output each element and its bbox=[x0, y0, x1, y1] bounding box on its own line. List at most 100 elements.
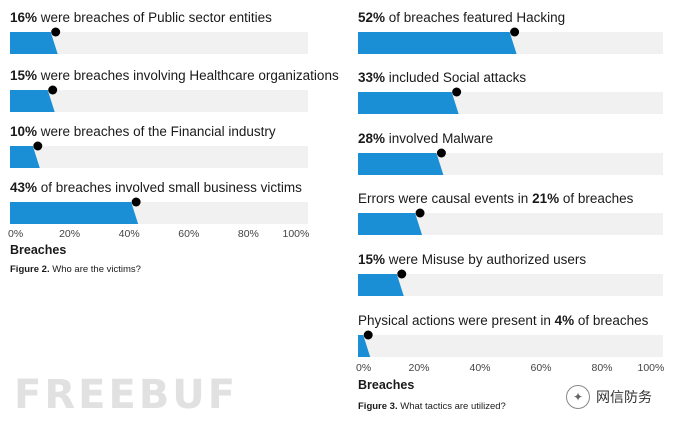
bar bbox=[10, 32, 58, 54]
bar-end-marker bbox=[33, 141, 43, 151]
bar-end-marker bbox=[397, 269, 407, 279]
bar-label-value: 15% bbox=[10, 68, 38, 83]
bar bbox=[358, 213, 423, 235]
bar-label: 16% were breaches of Public sector entit… bbox=[10, 10, 272, 26]
x-tick-label: 0% bbox=[8, 228, 24, 240]
figure-title: Who are the victims? bbox=[52, 264, 141, 275]
bar-track bbox=[10, 32, 308, 54]
x-tick-label: 40% bbox=[469, 362, 491, 374]
bar-row: 43% of breaches involved small business … bbox=[10, 180, 308, 226]
bar-label: 15% were breaches involving Healthcare o… bbox=[10, 68, 339, 84]
x-tick-label: 0% bbox=[356, 362, 372, 374]
bar-label-value: 43% bbox=[10, 180, 38, 195]
bar-label-text: were breaches involving Healthcare organ… bbox=[37, 68, 339, 83]
figure-title: What tactics are utilized? bbox=[400, 401, 506, 412]
bar-mark-svg bbox=[358, 27, 520, 54]
figure-label: Figure 2. bbox=[10, 264, 50, 275]
bar-label-text: were breaches of the Financial industry bbox=[37, 124, 276, 139]
figure-label: Figure 3. bbox=[358, 401, 398, 412]
bar bbox=[10, 90, 55, 112]
bar-row: 33% included Social attacks bbox=[358, 70, 663, 116]
bar-row: Errors were causal events in 21% of brea… bbox=[358, 191, 663, 237]
x-tick-label: 80% bbox=[591, 362, 613, 374]
bar-track bbox=[10, 146, 308, 168]
bar-label-text: of breaches bbox=[574, 313, 649, 328]
x-tick-label: 60% bbox=[178, 228, 200, 240]
bar-label-value: 4% bbox=[554, 313, 575, 328]
bar-label-prefix: Physical actions were present in bbox=[358, 313, 555, 328]
bar-label: 10% were breaches of the Financial indus… bbox=[10, 124, 276, 140]
bar-row: 15% were breaches involving Healthcare o… bbox=[10, 68, 339, 114]
bar-mark-svg bbox=[358, 330, 373, 357]
bar bbox=[358, 153, 444, 175]
bar-label-text: of breaches bbox=[559, 191, 634, 206]
bar-row: Physical actions were present in 4% of b… bbox=[358, 313, 663, 359]
bar-track bbox=[10, 90, 308, 112]
bar-label-value: 10% bbox=[10, 124, 38, 139]
bar-label-value: 52% bbox=[358, 10, 386, 25]
bar-track bbox=[358, 274, 663, 296]
bar-end-marker bbox=[452, 87, 462, 97]
x-tick-label: 20% bbox=[59, 228, 81, 240]
bar-label-value: 33% bbox=[358, 70, 386, 85]
bar bbox=[358, 32, 517, 54]
bar-label-value: 21% bbox=[532, 191, 560, 206]
bar-row: 15% were Misuse by authorized users bbox=[358, 252, 663, 298]
wechat-watermark: ✦ 网信防务 bbox=[566, 385, 652, 409]
x-axis-title: Breaches bbox=[358, 378, 415, 392]
bar-row: 28% involved Malware bbox=[358, 131, 663, 177]
x-tick-label: 80% bbox=[237, 228, 259, 240]
bar-label-value: 28% bbox=[358, 131, 386, 146]
bar-mark-svg bbox=[358, 87, 462, 114]
bar-label: 33% included Social attacks bbox=[358, 70, 526, 86]
bar-label-text: were Misuse by authorized users bbox=[385, 252, 587, 267]
x-tick-label: 40% bbox=[118, 228, 140, 240]
bar bbox=[358, 274, 404, 296]
x-axis: 0% 20% 40% 60% 80% 100% bbox=[356, 362, 665, 378]
figure-3-panel: 52% of breaches featured Hacking 33% incl… bbox=[356, 0, 665, 427]
bar-end-marker bbox=[363, 330, 373, 340]
bar-label: 43% of breaches involved small business … bbox=[10, 180, 302, 196]
bar-mark-svg bbox=[10, 27, 61, 54]
bar-end-marker bbox=[436, 148, 446, 158]
bar-end-marker bbox=[51, 27, 61, 37]
bar-row: 52% of breaches featured Hacking bbox=[358, 10, 663, 56]
bar-label-text: were breaches of Public sector entities bbox=[37, 10, 272, 25]
x-tick-label: 100% bbox=[637, 362, 665, 374]
x-tick-label: 100% bbox=[282, 228, 310, 240]
bar-label-prefix: Errors were causal events in bbox=[358, 191, 533, 206]
bar-label: 52% of breaches featured Hacking bbox=[358, 10, 565, 26]
bar-end-marker bbox=[48, 85, 58, 95]
bar bbox=[358, 92, 459, 114]
wechat-icon: ✦ bbox=[566, 385, 590, 409]
bar-label-text: included Social attacks bbox=[385, 70, 527, 85]
bar-label: Errors were causal events in 21% of brea… bbox=[358, 191, 633, 207]
freebuf-watermark: FREEBUF bbox=[14, 372, 239, 418]
bar-label: 15% were Misuse by authorized users bbox=[358, 252, 586, 268]
bar-track bbox=[358, 213, 663, 235]
bar-mark-svg bbox=[10, 85, 58, 112]
bar-mark-svg bbox=[358, 269, 407, 296]
bar-label-value: 16% bbox=[10, 10, 38, 25]
bar-row: 10% were breaches of the Financial indus… bbox=[10, 124, 308, 170]
bar-end-marker bbox=[131, 197, 141, 207]
x-tick-label: 20% bbox=[408, 362, 430, 374]
bar-mark-svg bbox=[10, 141, 43, 168]
wechat-watermark-text: 网信防务 bbox=[596, 389, 652, 405]
bar bbox=[10, 146, 40, 168]
bar bbox=[358, 335, 371, 357]
bar-label-text: of breaches involved small business vict… bbox=[37, 180, 302, 195]
bar-label-text: involved Malware bbox=[385, 131, 494, 146]
bar-mark-svg bbox=[358, 208, 425, 235]
bar-row: 16% were breaches of Public sector entit… bbox=[10, 10, 308, 56]
bar-label-text: of breaches featured Hacking bbox=[385, 10, 566, 25]
x-axis: 0% 20% 40% 60% 80% 100% bbox=[8, 228, 310, 244]
figure-caption: Figure 2. Who are the victims? bbox=[10, 264, 141, 275]
x-tick-label: 60% bbox=[530, 362, 552, 374]
bar-mark-svg bbox=[358, 148, 446, 175]
x-axis-title: Breaches bbox=[10, 243, 67, 257]
bar-end-marker bbox=[415, 208, 425, 218]
bar-track bbox=[358, 335, 663, 357]
bar-mark-svg bbox=[10, 197, 141, 224]
bar bbox=[10, 202, 139, 224]
